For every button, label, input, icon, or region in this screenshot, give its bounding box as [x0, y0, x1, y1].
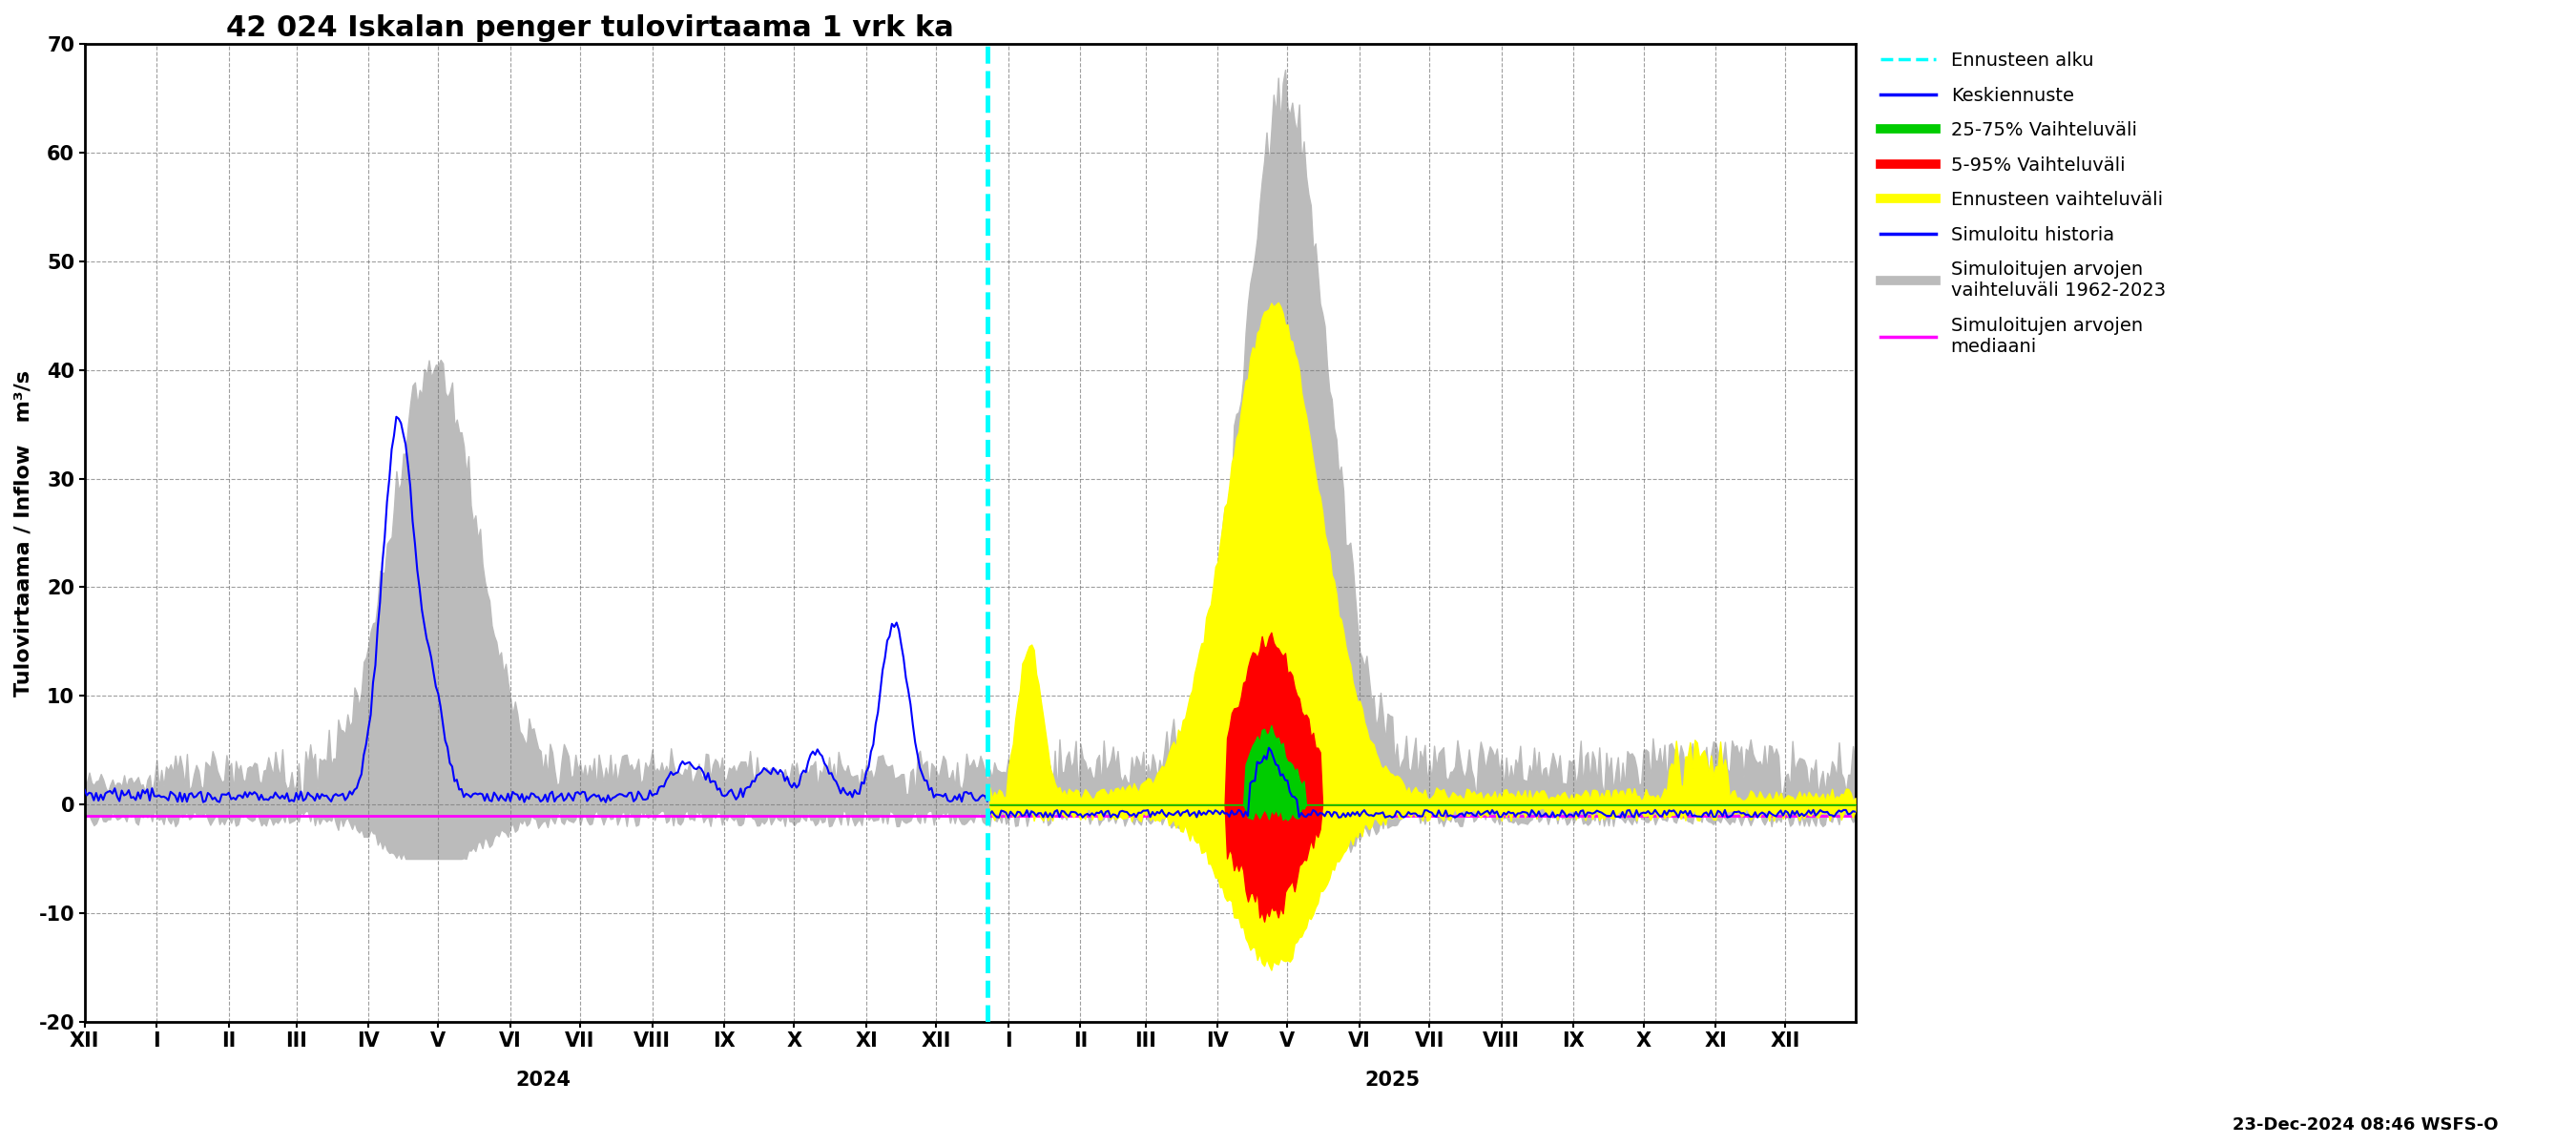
- Legend: Ennusteen alku, Keskiennuste, 25-75% Vaihteluväli, 5-95% Vaihteluväli, Ennusteen: Ennusteen alku, Keskiennuste, 25-75% Vai…: [1873, 45, 2174, 363]
- Text: 2024: 2024: [515, 1071, 569, 1090]
- Text: 2025: 2025: [1365, 1071, 1419, 1090]
- Text: 23-Dec-2024 08:46 WSFS-O: 23-Dec-2024 08:46 WSFS-O: [2233, 1116, 2499, 1134]
- Text: 42 024 Iskalan penger tulovirtaama 1 vrk ka: 42 024 Iskalan penger tulovirtaama 1 vrk…: [227, 14, 953, 42]
- Y-axis label: Tulovirtaama / Inflow   m³/s: Tulovirtaama / Inflow m³/s: [15, 370, 33, 696]
